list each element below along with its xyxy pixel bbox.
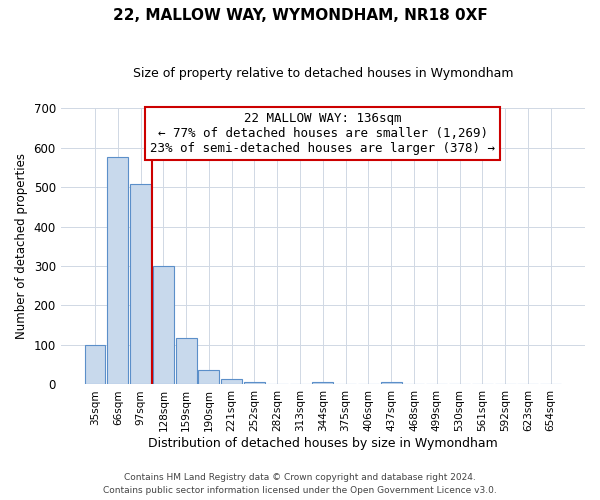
Bar [153,266,174,384]
Bar [313,382,334,384]
Text: Contains HM Land Registry data © Crown copyright and database right 2024.
Contai: Contains HM Land Registry data © Crown c… [103,474,497,495]
Bar [85,345,106,385]
Bar [107,158,128,384]
Title: Size of property relative to detached houses in Wymondham: Size of property relative to detached ho… [133,68,513,80]
Bar [381,382,401,384]
X-axis label: Distribution of detached houses by size in Wymondham: Distribution of detached houses by size … [148,437,498,450]
Bar [244,382,265,384]
Bar [199,370,220,384]
Y-axis label: Number of detached properties: Number of detached properties [15,154,28,340]
Bar [130,184,151,384]
Bar [176,338,197,384]
Bar [221,379,242,384]
Text: 22, MALLOW WAY, WYMONDHAM, NR18 0XF: 22, MALLOW WAY, WYMONDHAM, NR18 0XF [113,8,487,22]
Text: 22 MALLOW WAY: 136sqm
← 77% of detached houses are smaller (1,269)
23% of semi-d: 22 MALLOW WAY: 136sqm ← 77% of detached … [151,112,496,155]
